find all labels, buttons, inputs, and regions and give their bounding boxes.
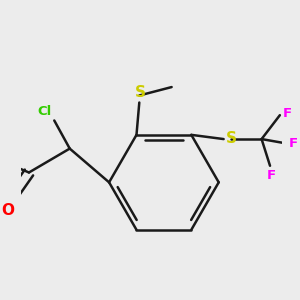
- Text: F: F: [283, 107, 292, 120]
- Text: S: S: [226, 131, 237, 146]
- Text: O: O: [2, 203, 14, 218]
- Text: S: S: [135, 85, 146, 100]
- Text: Cl: Cl: [37, 105, 52, 118]
- Text: F: F: [267, 169, 276, 182]
- Text: F: F: [289, 137, 298, 150]
